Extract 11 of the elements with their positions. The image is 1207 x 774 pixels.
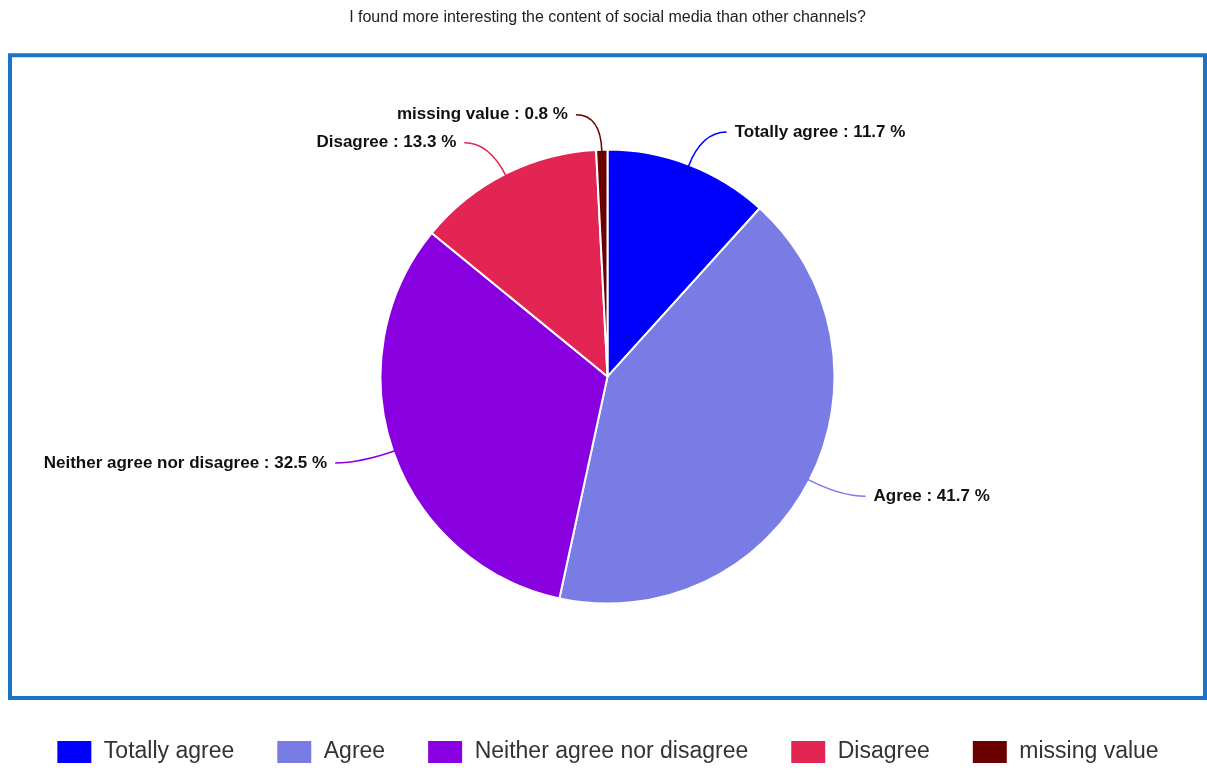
legend-label: Agree: [323, 737, 386, 764]
chart-title: I found more interesting the content of social media than other channels?: [349, 8, 866, 26]
data-label: missing value : 0.8 %: [396, 104, 568, 124]
legend-label: missing value: [1019, 737, 1159, 764]
legend-label: Totally agree: [103, 737, 235, 764]
data-label: Disagree : 13.3 %: [316, 132, 457, 152]
legend-label: Disagree: [837, 737, 930, 764]
data-label: Totally agree : 11.7 %: [734, 121, 906, 141]
data-label: Agree : 41.7 %: [873, 485, 990, 505]
legend-label: Neither agree nor disagree: [474, 737, 749, 764]
data-label: Neither agree nor disagree : 32.5 %: [43, 452, 328, 472]
